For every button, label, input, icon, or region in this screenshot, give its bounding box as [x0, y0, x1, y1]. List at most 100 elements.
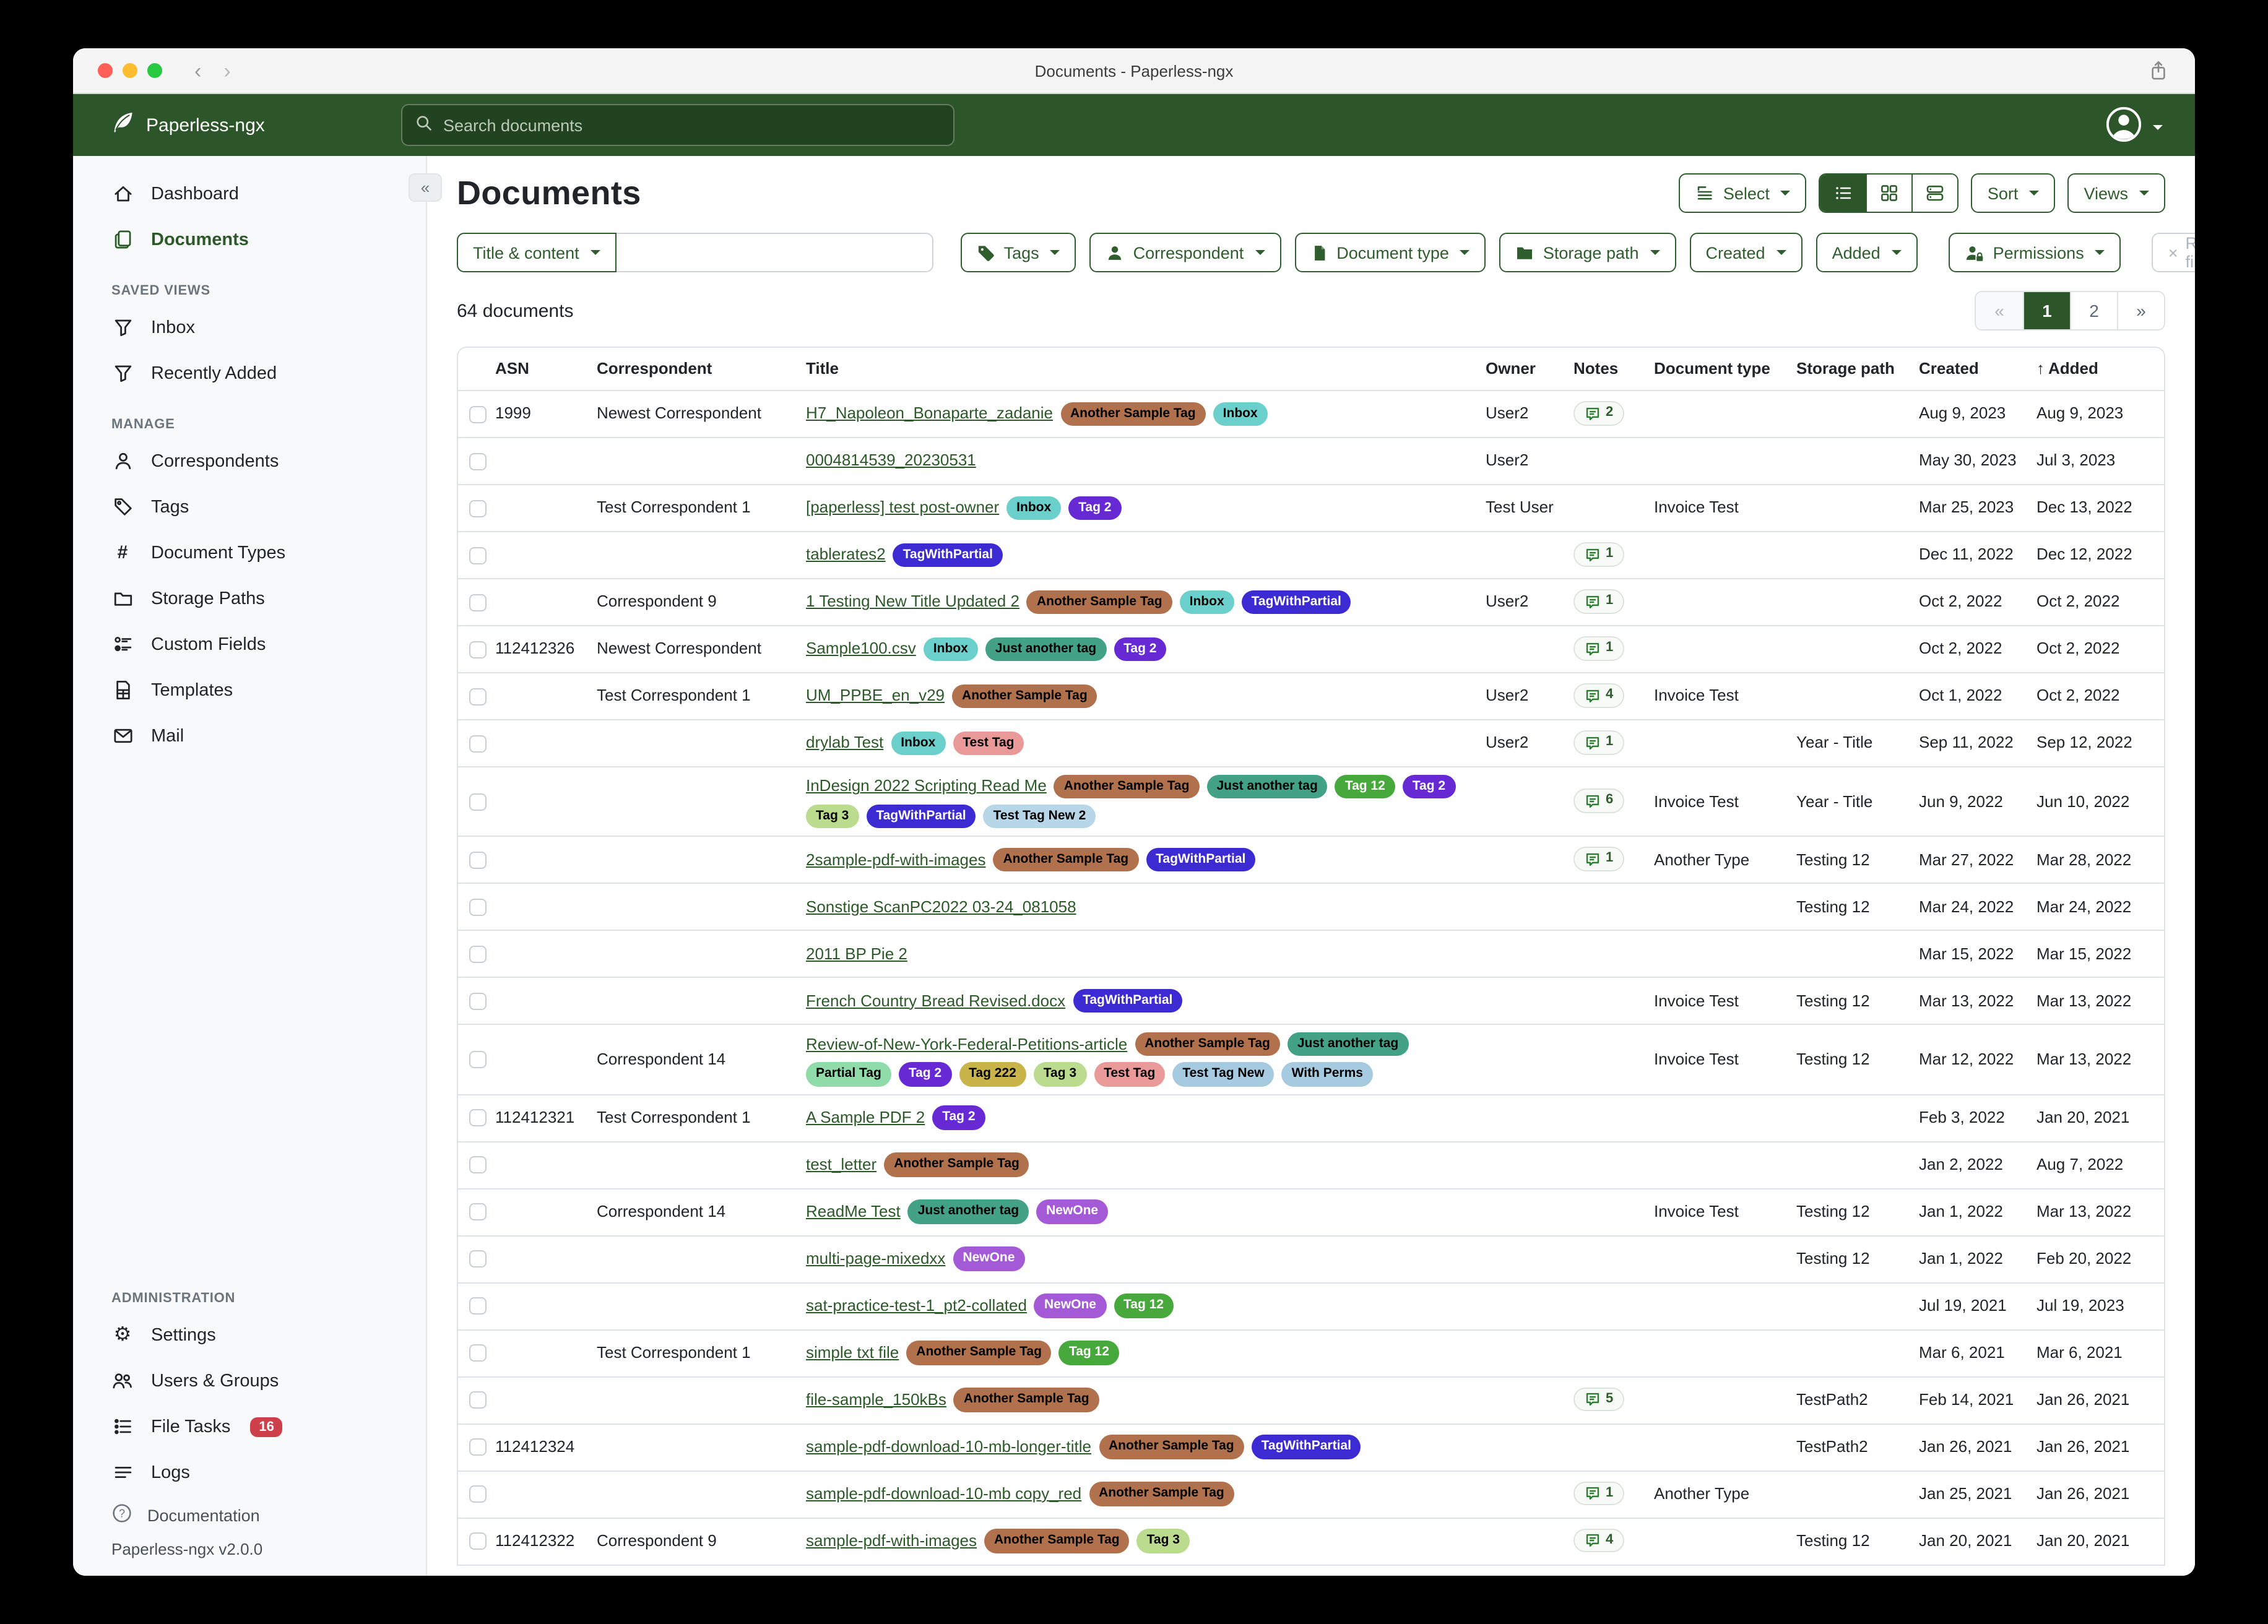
row-document-type[interactable]: Another Type	[1654, 1484, 1750, 1503]
browser-forward-icon[interactable]: ›	[223, 59, 231, 82]
sidebar-item-recently-added[interactable]: Recently Added	[73, 350, 426, 396]
document-title-link[interactable]: simple txt file	[806, 1342, 899, 1362]
row-correspondent[interactable]	[597, 1301, 806, 1311]
tag-pill[interactable]: Just another tag	[985, 637, 1107, 662]
sidebar-item-dashboard[interactable]: Dashboard	[73, 171, 426, 217]
row-checkbox[interactable]	[469, 594, 487, 611]
row-checkbox[interactable]	[469, 641, 487, 658]
document-title-link[interactable]: drylab Test	[806, 733, 884, 752]
notes-badge[interactable]: 1	[1573, 1481, 1625, 1506]
row-checkbox[interactable]	[469, 735, 487, 752]
row-checkbox[interactable]	[469, 1532, 487, 1550]
row-document-type[interactable]	[1654, 902, 1796, 912]
sidebar-item-logs[interactable]: Logs	[73, 1449, 426, 1495]
tag-pill[interactable]: TagWithPartial	[1251, 1435, 1361, 1459]
row-document-type[interactable]: Invoice Test	[1654, 686, 1739, 705]
header-document-type[interactable]: Document type	[1654, 358, 1770, 378]
row-document-type[interactable]	[1654, 409, 1796, 419]
header-notes[interactable]: Notes	[1573, 358, 1619, 378]
row-checkbox[interactable]	[469, 1250, 487, 1268]
row-storage-path[interactable]: TestPath2	[1796, 1389, 1868, 1409]
tag-pill[interactable]: Tag 2	[898, 1062, 952, 1086]
select-button[interactable]: Select	[1678, 173, 1807, 213]
header-owner[interactable]: Owner	[1486, 358, 1536, 378]
tag-pill[interactable]: TagWithPartial	[1073, 989, 1183, 1013]
tag-pill[interactable]: Partial Tag	[806, 1062, 891, 1086]
row-document-type[interactable]	[1654, 456, 1796, 466]
document-title-link[interactable]: Sample100.csv	[806, 639, 916, 658]
tag-pill[interactable]: Tag 3	[1136, 1529, 1190, 1553]
document-title-link[interactable]: French Country Bread Revised.docx	[806, 991, 1066, 1010]
row-correspondent[interactable]	[597, 902, 806, 912]
row-document-type[interactable]: Another Type	[1654, 850, 1750, 869]
row-storage-path[interactable]	[1796, 1160, 1919, 1170]
tag-pill[interactable]: Another Sample Tag	[884, 1152, 1029, 1177]
row-correspondent[interactable]: Correspondent 9	[597, 1531, 717, 1550]
row-correspondent[interactable]: Newest Correspondent	[597, 639, 761, 658]
document-title-link[interactable]: file-sample_150kBs	[806, 1389, 946, 1409]
tag-pill[interactable]: Tag 2	[1068, 496, 1122, 520]
document-title-link[interactable]: 1 Testing New Title Updated 2	[806, 592, 1019, 611]
sidebar-item-correspondents[interactable]: Correspondents	[73, 438, 426, 484]
tag-pill[interactable]: Inbox	[1179, 590, 1234, 615]
tag-pill[interactable]: Another Sample Tag	[952, 684, 1097, 709]
tag-pill[interactable]: Tag 3	[806, 805, 859, 829]
app-brand[interactable]: Paperless-ngx	[110, 110, 265, 140]
notes-badge[interactable]: 4	[1573, 683, 1625, 708]
row-storage-path[interactable]	[1796, 550, 1919, 560]
tag-pill[interactable]: Tag 12	[1114, 1294, 1174, 1318]
document-title-link[interactable]: sample-pdf-with-images	[806, 1531, 977, 1550]
tag-pill[interactable]: Another Sample Tag	[1089, 1482, 1234, 1506]
row-checkbox[interactable]	[469, 1391, 487, 1409]
sidebar-item-file-tasks[interactable]: File Tasks 16	[73, 1404, 426, 1449]
document-title-link[interactable]: test_letter	[806, 1154, 877, 1173]
tag-pill[interactable]: Another Sample Tag	[906, 1341, 1052, 1365]
row-correspondent[interactable]: Test Correspondent 1	[597, 686, 751, 705]
notes-badge[interactable]: 1	[1573, 730, 1625, 755]
header-created[interactable]: Created	[1919, 358, 1979, 378]
row-document-type[interactable]	[1654, 1160, 1796, 1170]
sidebar-item-documents[interactable]: Documents	[73, 217, 426, 262]
row-document-type[interactable]	[1654, 949, 1796, 959]
zoom-window-button[interactable]	[147, 63, 162, 78]
tag-pill[interactable]: Tag 2	[1402, 775, 1456, 799]
row-storage-path[interactable]	[1796, 503, 1919, 513]
row-correspondent[interactable]	[597, 1395, 806, 1405]
permissions-filter-button[interactable]: Permissions	[1948, 233, 2121, 272]
document-title-link[interactable]: 2sample-pdf-with-images	[806, 850, 986, 869]
row-checkbox[interactable]	[469, 452, 487, 470]
detail-view-button[interactable]	[1911, 175, 1958, 212]
row-storage-path[interactable]	[1796, 1113, 1919, 1123]
row-checkbox[interactable]	[469, 1297, 487, 1315]
row-storage-path[interactable]: Testing 12	[1796, 850, 1870, 869]
row-checkbox[interactable]	[469, 1109, 487, 1126]
tag-pill[interactable]: Inbox	[1213, 402, 1268, 426]
notes-badge[interactable]: 2	[1573, 401, 1625, 426]
user-menu[interactable]	[2106, 106, 2163, 149]
pagination-page-2-button[interactable]: 2	[2070, 292, 2117, 329]
row-document-type[interactable]: Invoice Test	[1654, 792, 1739, 810]
tag-pill[interactable]: Another Sample Tag	[984, 1529, 1130, 1553]
sidebar-item-mail[interactable]: Mail	[73, 713, 426, 759]
sidebar-collapse-button[interactable]: «	[409, 173, 442, 202]
notes-badge[interactable]: 4	[1573, 1528, 1625, 1553]
row-checkbox[interactable]	[469, 992, 487, 1010]
row-checkbox[interactable]	[469, 1485, 487, 1503]
tag-pill[interactable]: Another Sample Tag	[1099, 1435, 1244, 1459]
row-checkbox[interactable]	[469, 688, 487, 705]
document-title-link[interactable]: [paperless] test post-owner	[806, 498, 1000, 517]
row-storage-path[interactable]	[1796, 456, 1919, 466]
pagination-page-1-button[interactable]: 1	[2023, 292, 2070, 329]
sidebar-item-document-types[interactable]: # Document Types	[73, 530, 426, 576]
row-storage-path[interactable]	[1796, 691, 1919, 701]
tags-filter-button[interactable]: Tags	[960, 233, 1076, 272]
row-document-type[interactable]	[1654, 1113, 1796, 1123]
tag-pill[interactable]: TagWithPartial	[1146, 848, 1256, 872]
document-title-link[interactable]: A Sample PDF 2	[806, 1107, 925, 1126]
row-correspondent[interactable]: Test Correspondent 1	[597, 498, 751, 517]
row-correspondent[interactable]	[597, 949, 806, 959]
row-checkbox[interactable]	[469, 1050, 487, 1068]
header-correspondent[interactable]: Correspondent	[597, 358, 712, 378]
sidebar-item-storage-paths[interactable]: Storage Paths	[73, 576, 426, 621]
grid-view-button[interactable]	[1866, 175, 1912, 212]
